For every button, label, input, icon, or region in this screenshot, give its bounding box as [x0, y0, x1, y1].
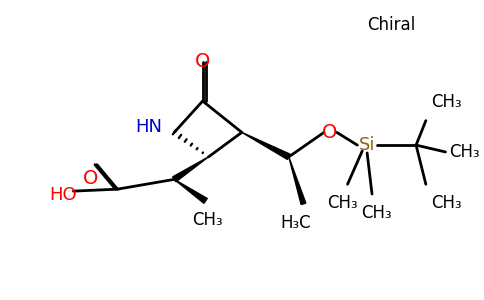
Polygon shape	[173, 157, 209, 182]
Polygon shape	[174, 179, 207, 203]
Text: CH₃: CH₃	[431, 194, 461, 212]
Text: HN: HN	[136, 118, 163, 136]
Text: CH₃: CH₃	[327, 194, 358, 212]
Text: CH₃: CH₃	[431, 93, 461, 111]
Text: O: O	[82, 169, 98, 188]
Text: O: O	[195, 52, 211, 71]
Text: HO: HO	[49, 186, 76, 204]
Text: CH₃: CH₃	[449, 143, 480, 161]
Text: Chiral: Chiral	[367, 16, 416, 34]
Text: Si: Si	[359, 136, 376, 154]
Text: H₃C: H₃C	[280, 214, 311, 232]
Text: O: O	[322, 123, 338, 142]
Text: CH₃: CH₃	[362, 204, 392, 222]
Polygon shape	[242, 132, 290, 160]
Polygon shape	[289, 157, 306, 205]
Text: CH₃: CH₃	[192, 211, 223, 229]
